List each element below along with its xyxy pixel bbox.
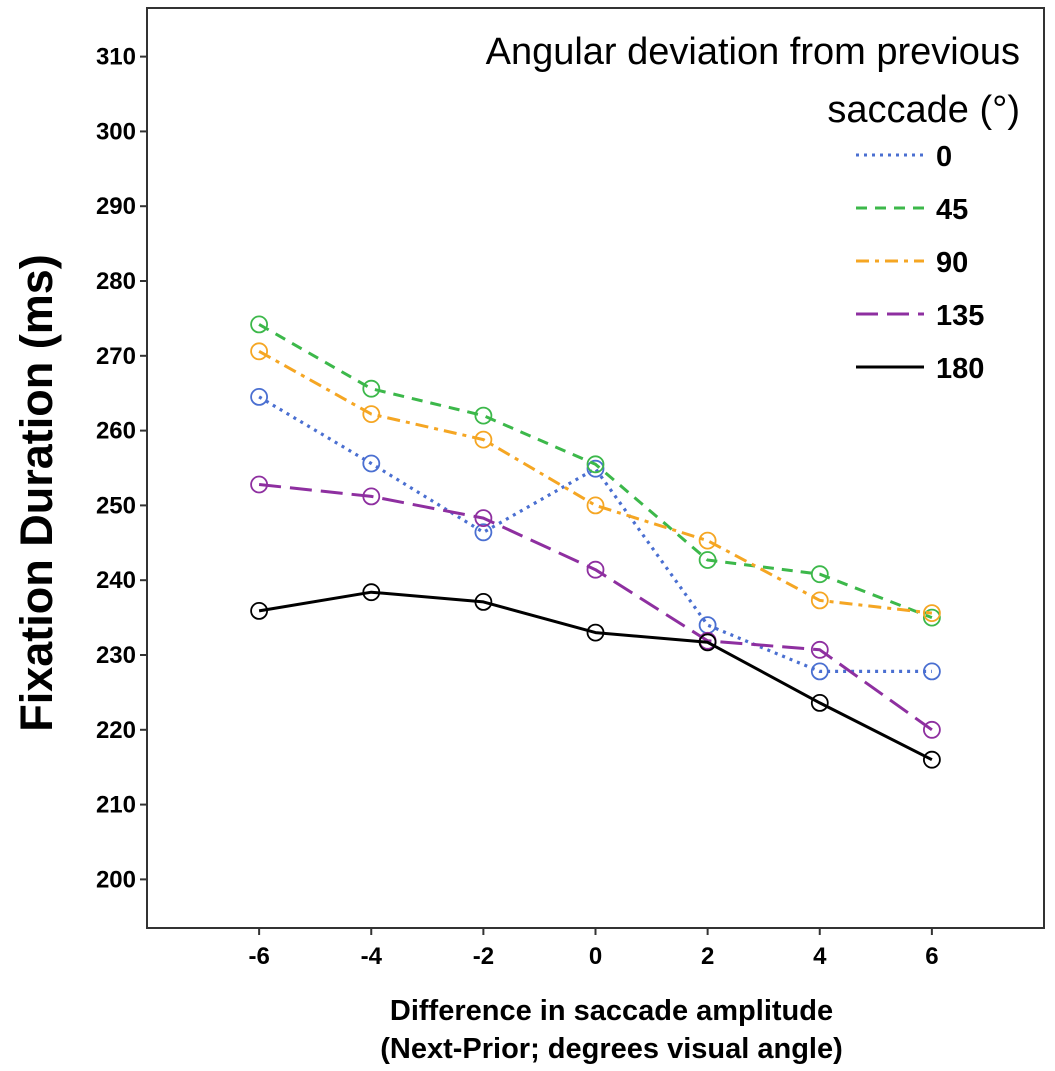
legend-label-135: 135 [936, 300, 984, 332]
x-tick-label: 2 [701, 943, 714, 970]
y-tick-label: 210 [96, 792, 136, 819]
data-point [586, 459, 605, 478]
y-tick-label: 310 [96, 44, 136, 71]
data-point [698, 633, 717, 652]
series-0 [250, 387, 941, 681]
x-tick-label: 6 [925, 943, 938, 970]
data-point [923, 608, 941, 627]
data-point [250, 602, 269, 620]
data-point [923, 750, 941, 769]
legend-label-0: 0 [936, 141, 952, 173]
data-point [474, 509, 493, 527]
data-point [250, 475, 269, 494]
data-point [586, 623, 605, 642]
data-point [698, 531, 717, 550]
x-tick-label: -6 [248, 943, 269, 970]
data-point [586, 560, 605, 579]
legend-label-180: 180 [936, 353, 984, 385]
data-point [810, 694, 829, 712]
legend-label-45: 45 [936, 194, 968, 226]
data-point [810, 565, 829, 584]
series-layer [250, 315, 941, 769]
legend: Angular deviation from previous saccade … [486, 31, 1020, 385]
series-45 [250, 315, 941, 627]
data-point [923, 720, 941, 739]
data-point [810, 662, 829, 681]
y-tick-label: 280 [96, 268, 136, 295]
y-tick-label: 250 [96, 492, 136, 519]
series-180 [250, 583, 941, 769]
data-point [362, 583, 381, 602]
y-tick-label: 290 [96, 193, 136, 220]
x-tick-label: -4 [361, 943, 383, 970]
data-point [362, 379, 381, 398]
series-line-180 [258, 590, 933, 762]
series-line-0 [258, 395, 932, 674]
y-tick-label: 270 [96, 343, 136, 370]
legend-title-line-1: Angular deviation from previous [486, 31, 1020, 73]
data-point [250, 342, 269, 361]
y-tick-label: 200 [96, 866, 136, 893]
series-90 [250, 342, 941, 622]
y-axis-title: Fixation Duration (ms) [11, 254, 62, 732]
data-point [474, 406, 493, 425]
data-point [698, 551, 717, 569]
series-line-45 [258, 323, 933, 619]
x-tick-label: 0 [589, 943, 602, 970]
data-point [923, 662, 941, 681]
x-tick-label: -2 [473, 943, 494, 970]
data-point [474, 593, 493, 611]
data-point [362, 487, 381, 506]
data-point [362, 405, 381, 424]
x-axis-title-line-1: Difference in saccade amplitude [390, 995, 833, 1027]
legend-title-line-2: saccade (°) [827, 89, 1020, 131]
data-point [250, 315, 269, 334]
y-tick-label: 260 [96, 418, 136, 445]
data-point [586, 455, 605, 474]
legend-label-90: 90 [936, 247, 968, 279]
data-point [250, 387, 269, 406]
data-point [810, 640, 829, 659]
data-point [362, 454, 381, 473]
series-line-90 [258, 349, 933, 615]
series-line-135 [258, 483, 933, 732]
x-axis-title-line-2: (Next-Prior; degrees visual angle) [380, 1033, 843, 1065]
data-point [810, 591, 829, 610]
y-tick-label: 230 [96, 642, 136, 669]
x-tick-label: 4 [813, 943, 827, 970]
data-point [474, 523, 493, 542]
y-tick-label: 220 [96, 717, 136, 744]
data-point [474, 430, 493, 449]
data-point [923, 604, 941, 622]
y-tick-label: 300 [96, 118, 136, 145]
y-tick-label: 240 [96, 567, 136, 594]
data-point [586, 496, 605, 515]
